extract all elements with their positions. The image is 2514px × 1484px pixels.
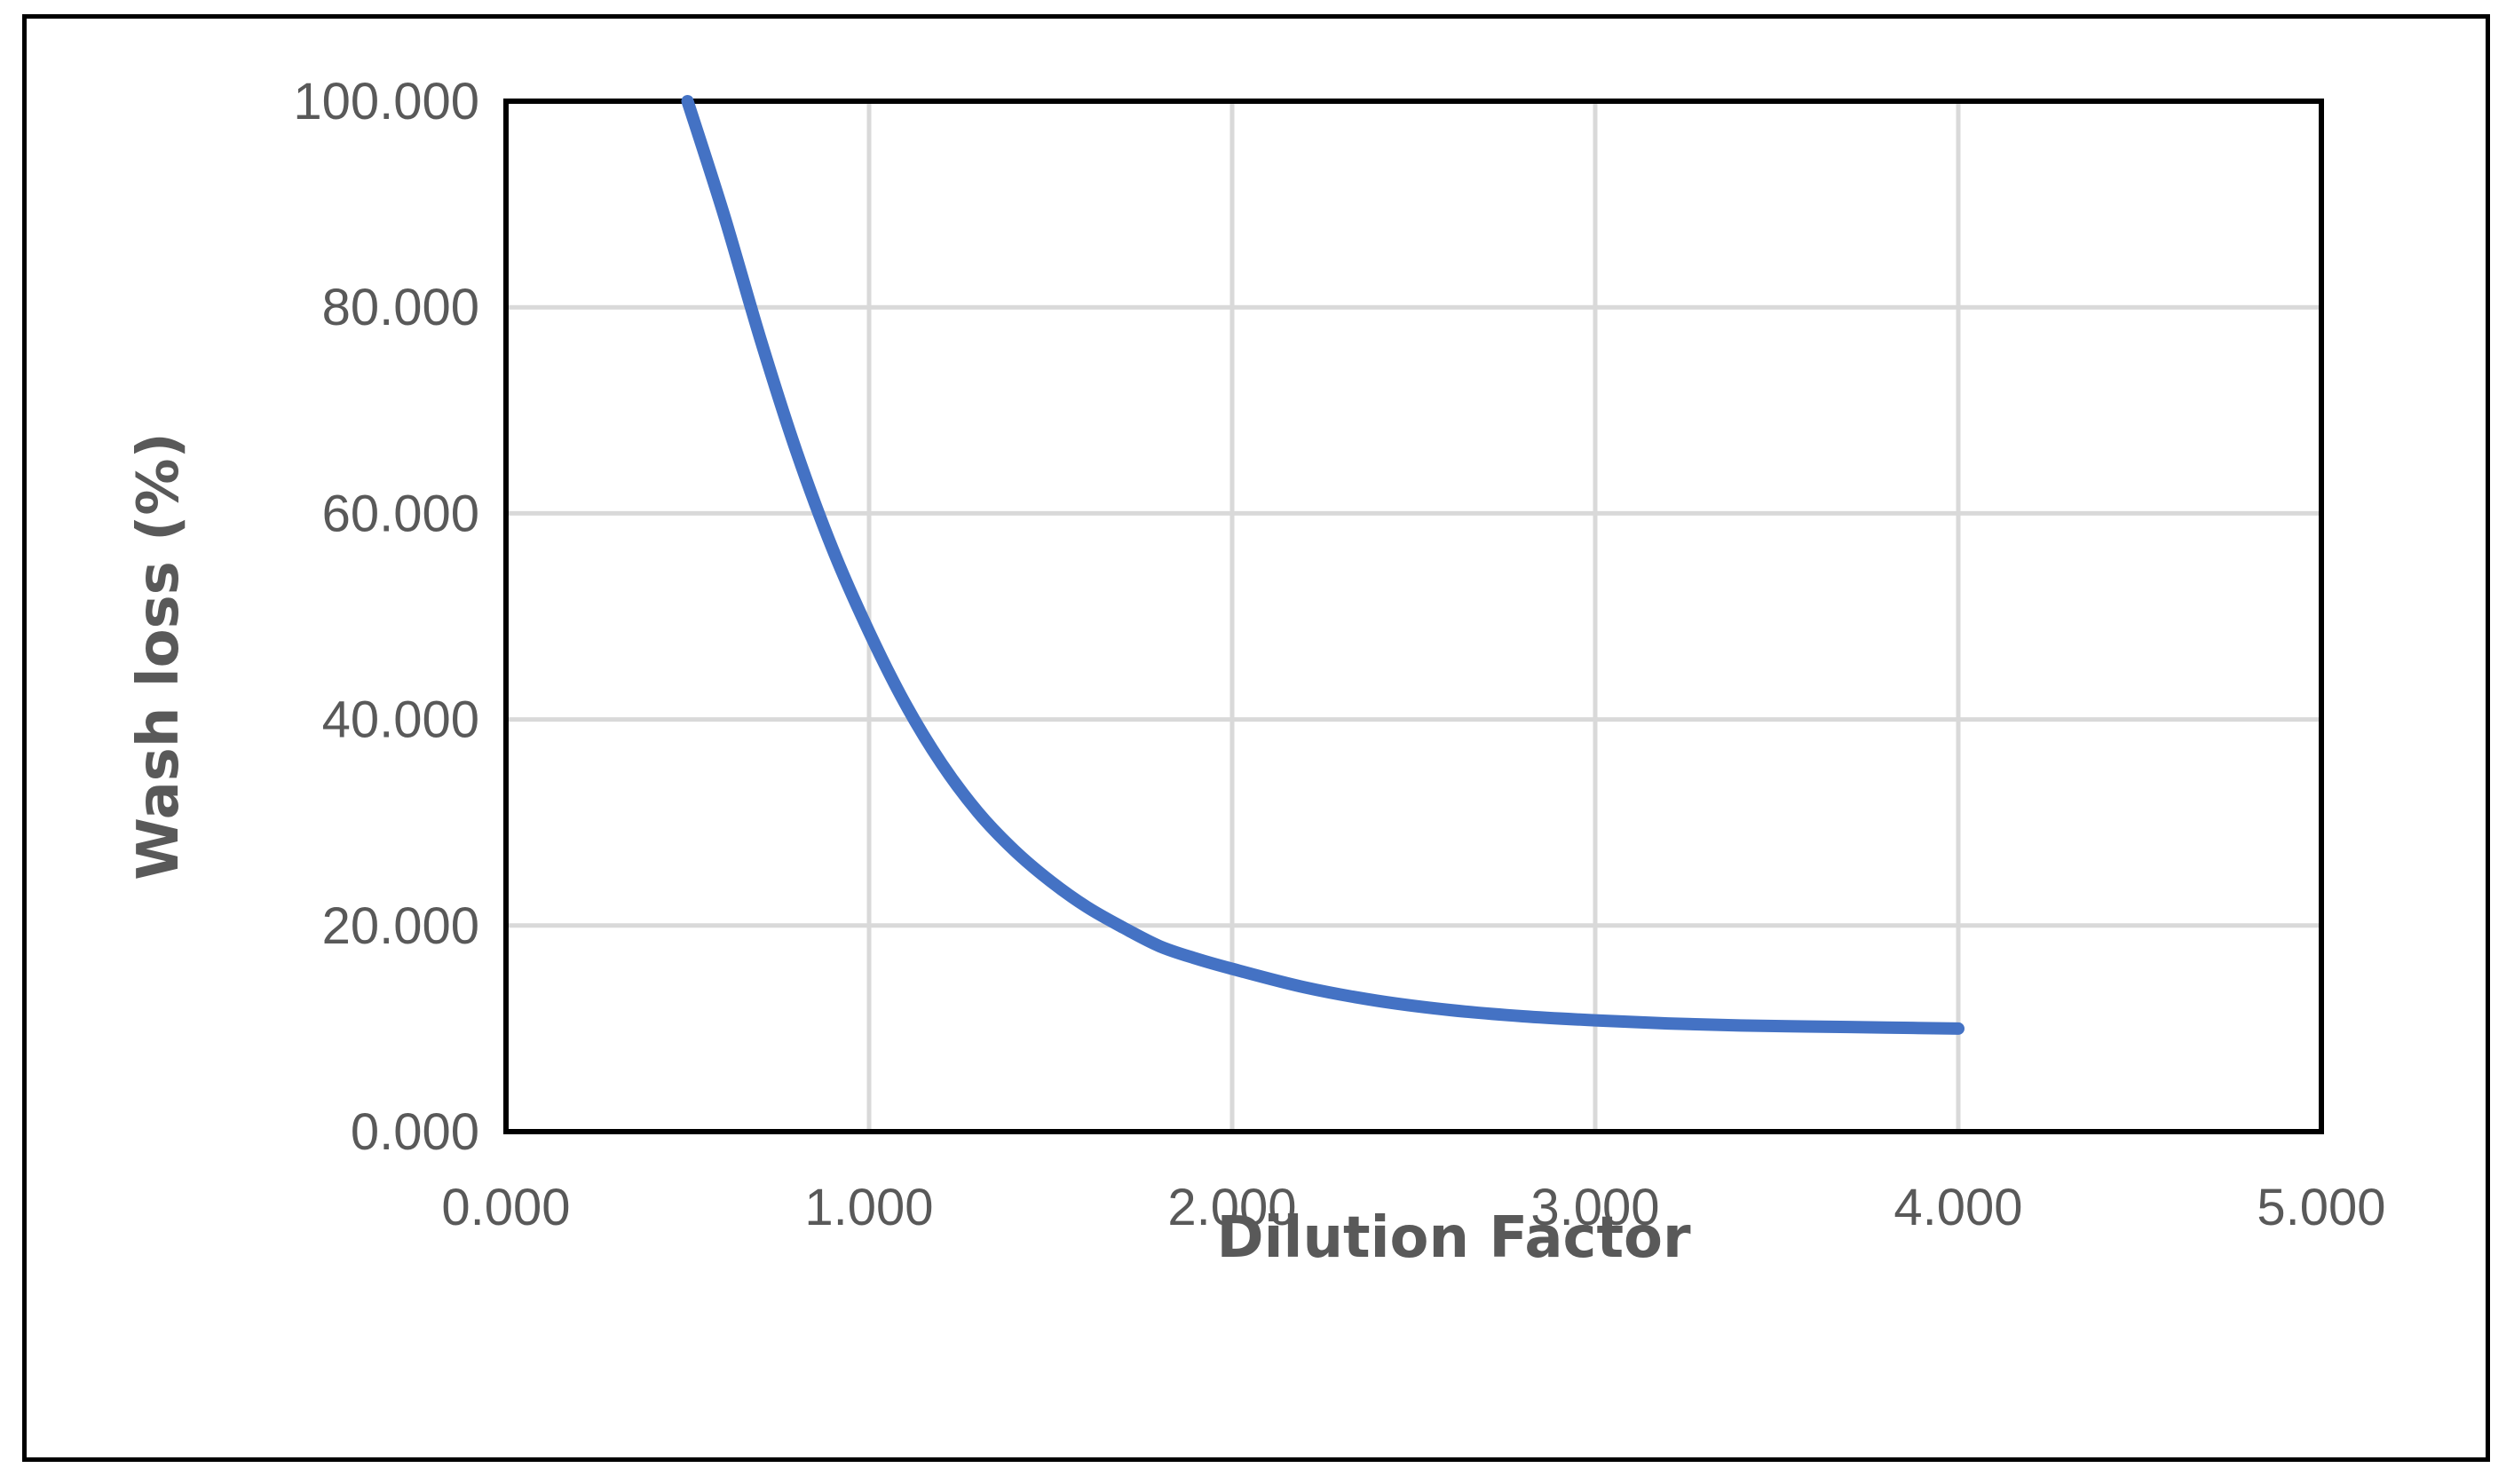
y-axis-title: Wash loss (%) <box>126 432 192 880</box>
x-tick-label: 1.000 <box>804 1179 933 1236</box>
x-tick-label: 0.000 <box>441 1179 570 1236</box>
x-axis-title: Dilution Factor <box>1216 1205 1691 1271</box>
series-layer <box>681 95 1965 1035</box>
gridlines <box>503 99 2324 1134</box>
plot-area-border <box>503 99 2324 1134</box>
y-tick-label: 0.000 <box>351 1103 479 1161</box>
y-tick-label: 20.000 <box>322 897 479 955</box>
x-tick-label: 5.000 <box>2257 1179 2385 1236</box>
chart-frame: 0.000 20.000 40.000 60.000 80.000 100.000 0.0… <box>22 14 2490 1462</box>
y-tick-label: 40.000 <box>322 691 479 749</box>
x-tick-label: 2.000 <box>1167 1179 1296 1236</box>
x-axis-tick-labels: 0.000 1.000 2.000 3.000 4.000 5.000 <box>441 1179 2385 1236</box>
x-tick-label: 4.000 <box>1893 1179 2022 1236</box>
series-line <box>681 95 1965 1035</box>
y-tick-label: 60.000 <box>322 485 479 542</box>
x-tick-label: 3.000 <box>1530 1179 1659 1236</box>
line-chart: 0.000 20.000 40.000 60.000 80.000 100.000 0.0… <box>126 73 2386 1271</box>
y-tick-label: 80.000 <box>322 279 479 336</box>
y-axis-tick-labels: 0.000 20.000 40.000 60.000 80.000 100.000 <box>293 73 479 1161</box>
y-tick-label: 100.000 <box>293 73 479 130</box>
